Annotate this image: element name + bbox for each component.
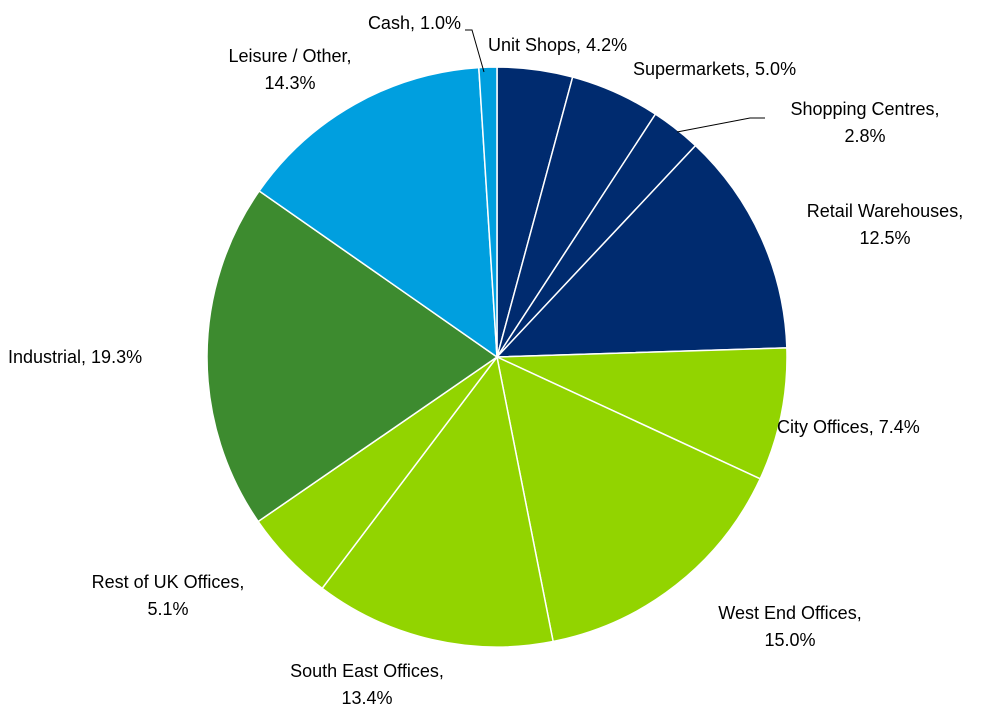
label-category: Rest of UK Offices, [92,572,245,592]
label-category: City Offices, [777,417,874,437]
label-category: Cash, [368,13,415,33]
pie-slice [495,144,788,358]
data-label: Unit Shops, 4.2% [488,35,627,55]
data-label: Retail Warehouses, 12.5% [807,201,963,248]
label-value: 15.0% [764,630,815,650]
label-category: Supermarkets, [633,59,750,79]
leader-line [465,29,485,73]
data-label: South East Offices, 13.4% [290,661,444,708]
data-label: City Offices, 7.4% [777,417,920,437]
pie-slice [496,347,788,480]
label-value: 13.4% [341,688,392,708]
label-value: 4.2% [586,35,627,55]
data-label: Industrial, 19.3% [8,347,142,367]
label-value: 19.3% [91,347,142,367]
pie-slice [495,355,762,643]
label-category: Retail Warehouses, [807,201,963,221]
label-value: 7.4% [879,417,920,437]
label-value: 2.8% [844,126,885,146]
data-label: Leisure / Other, 14.3% [228,46,351,93]
label-category: Shopping Centres, [790,99,939,119]
pie-slice [477,66,498,358]
label-value: 1.0% [420,13,461,33]
pie-slice [258,66,498,359]
pie-slice [321,355,555,648]
data-label: West End Offices, 15.0% [718,603,861,650]
data-label: Shopping Centres, 2.8% [790,99,939,146]
label-category: Unit Shops, [488,35,581,55]
data-label: Supermarkets, 5.0% [633,59,796,79]
label-value: 14.3% [264,73,315,93]
label-value: 12.5% [859,228,910,248]
label-category: Leisure / Other, [228,46,351,66]
pie-slice [206,189,499,523]
label-value: 5.1% [147,599,188,619]
leader-line [676,117,765,133]
label-category: West End Offices, [718,603,861,623]
label-category: Industrial, [8,347,86,367]
label-value: 5.0% [755,59,796,79]
data-label: Cash, 1.0% [368,13,461,33]
label-category: South East Offices, [290,661,444,681]
data-label: Rest of UK Offices, 5.1% [92,572,245,619]
